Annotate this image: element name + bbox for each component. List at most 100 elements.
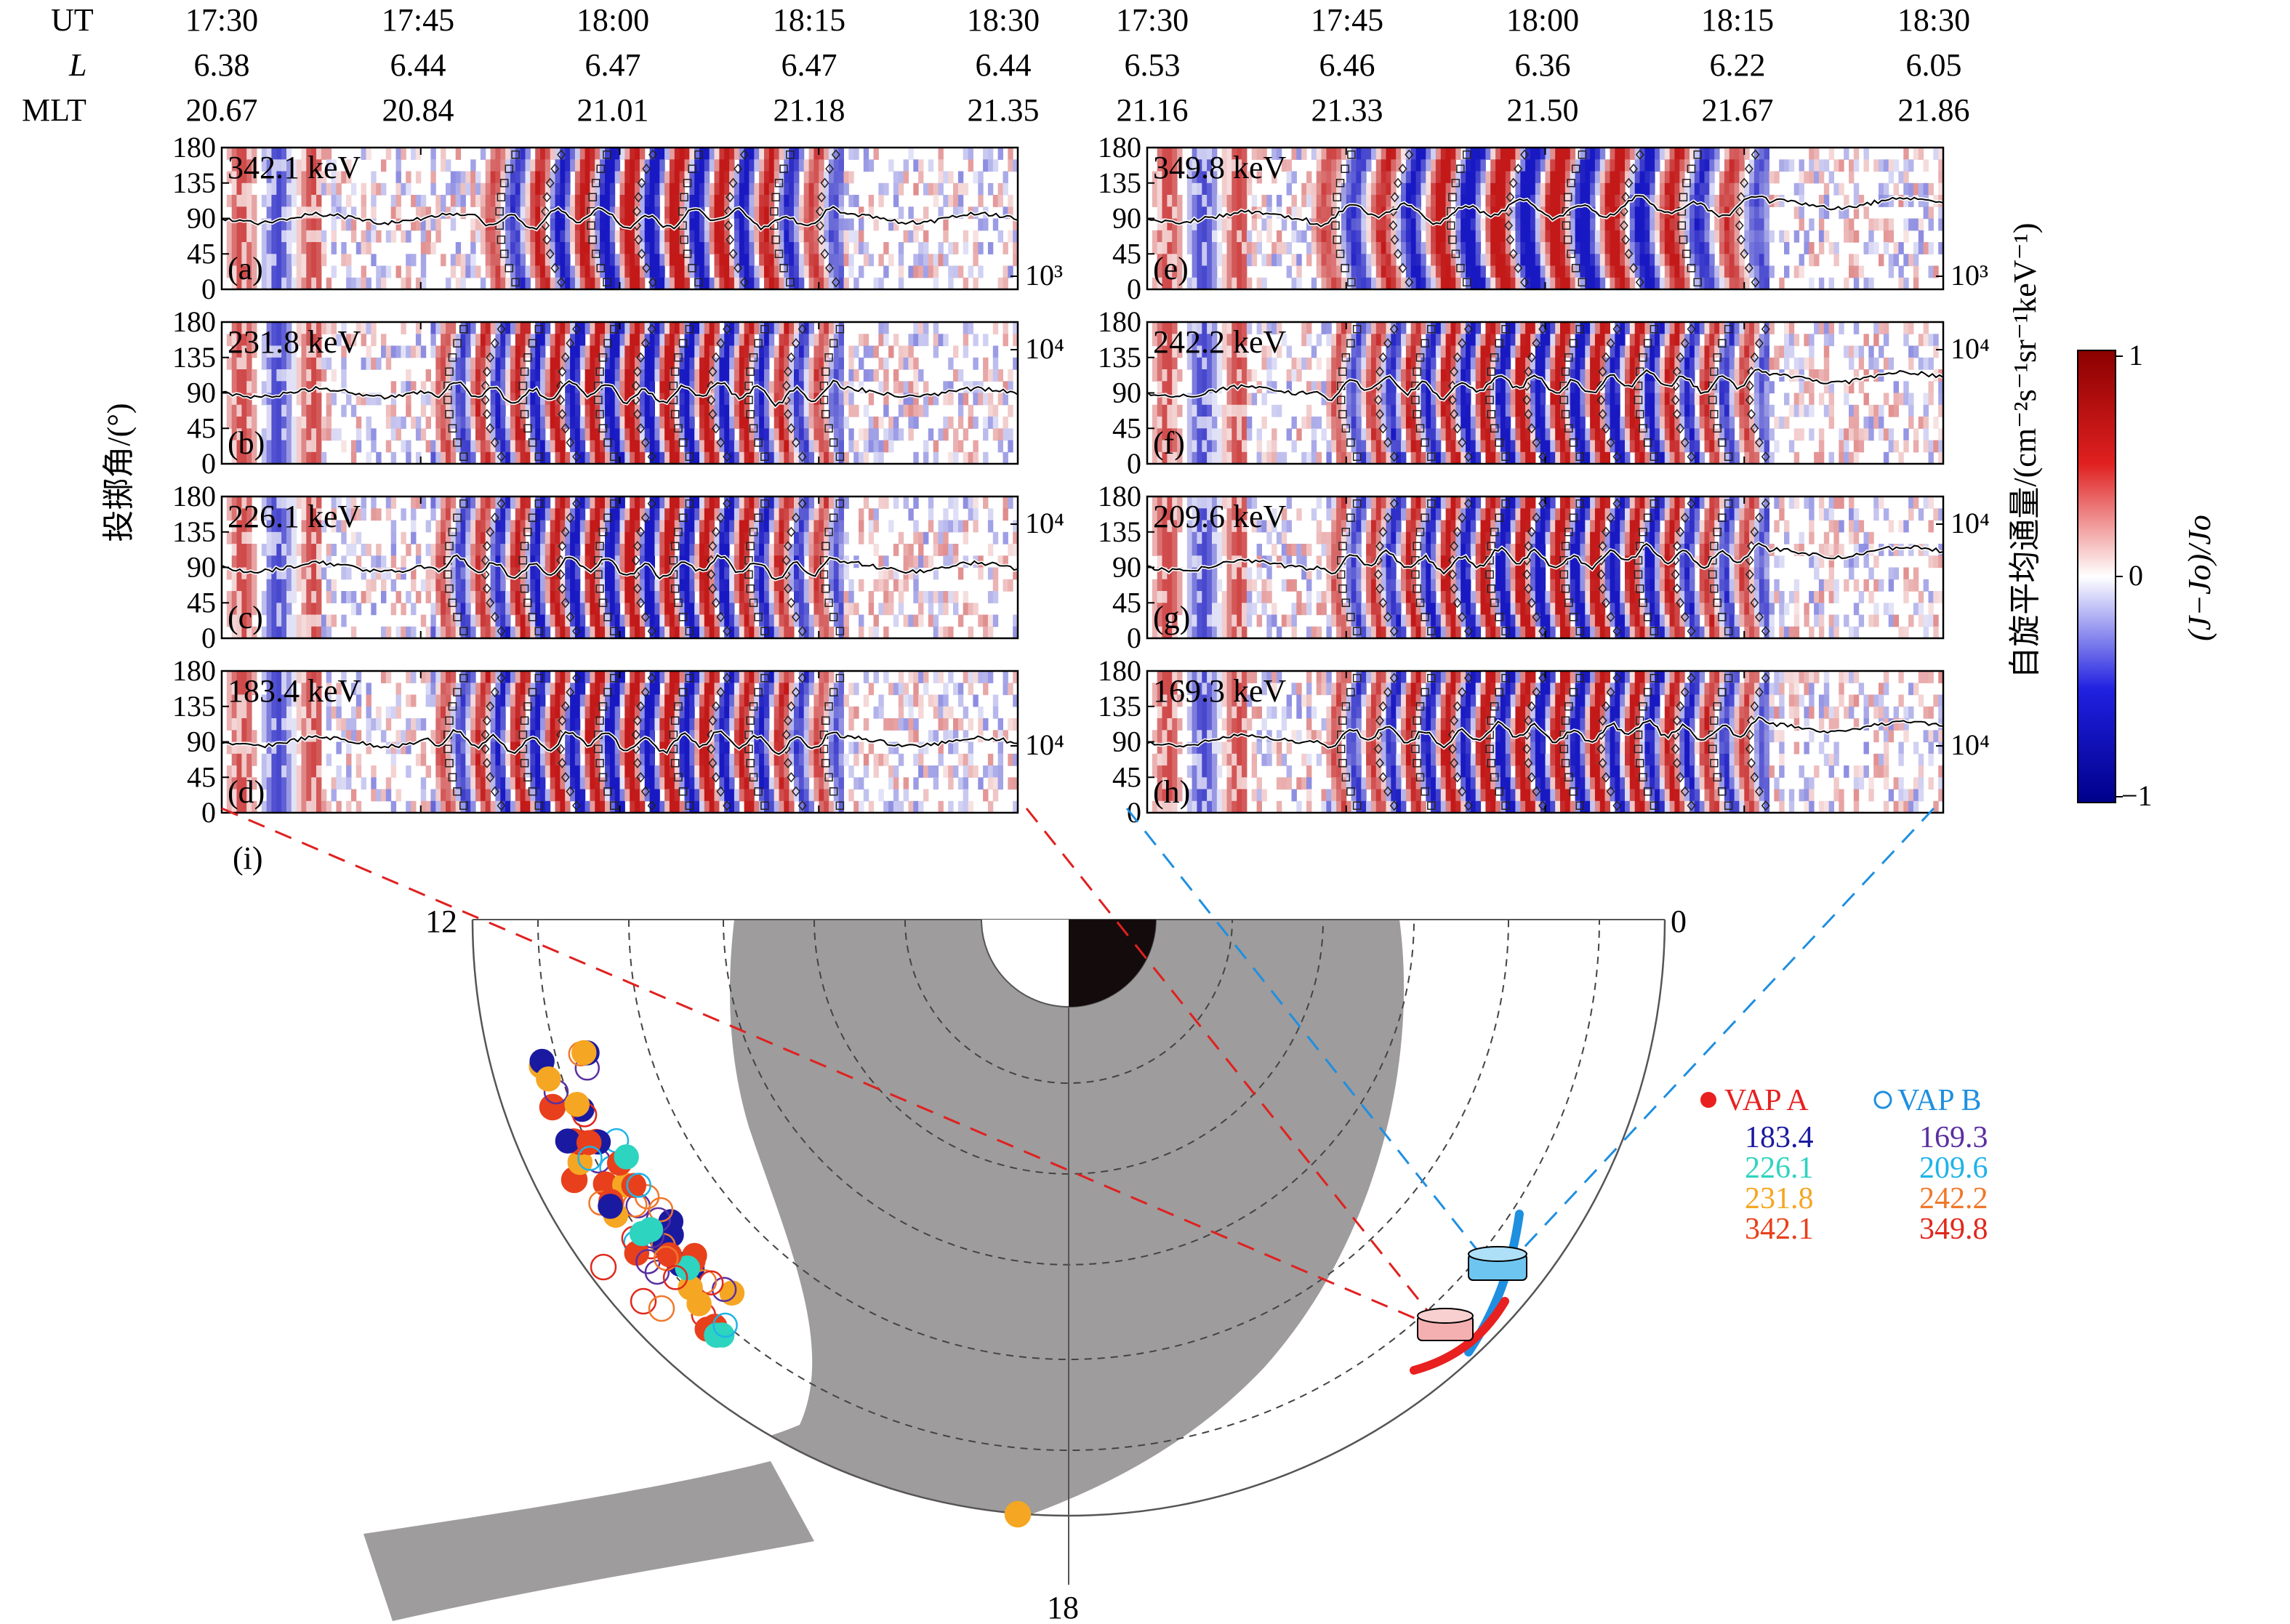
y-tick-label: 45 bbox=[1112, 586, 1141, 619]
particle-markers bbox=[529, 1040, 1032, 1528]
vap-a-energy-label: 231.8 bbox=[1745, 1182, 1814, 1215]
colorbar-label: (J−Jo)/Jo bbox=[2182, 515, 2217, 641]
y-tick-label: 180 bbox=[1098, 480, 1141, 512]
header-left-value: 21.35 bbox=[968, 92, 1040, 128]
particle-marker bbox=[571, 1040, 597, 1066]
particle-marker bbox=[704, 1322, 729, 1348]
vap-b-spacecraft-icon bbox=[1468, 1246, 1527, 1281]
colorbar: 1 0 −1 (J−Jo)/Jo bbox=[2077, 339, 2217, 812]
y-tick-label: 90 bbox=[1112, 551, 1141, 584]
y-tick-label: 90 bbox=[187, 202, 216, 235]
vap-a-spacecraft-icon bbox=[1417, 1308, 1474, 1341]
y-tick-label: 180 bbox=[1098, 305, 1141, 338]
flux-tick-label: 10³ bbox=[1025, 259, 1063, 292]
y-tick-label: 90 bbox=[1112, 377, 1141, 409]
header-right-value: 6.46 bbox=[1319, 47, 1375, 83]
y-tick-label: 90 bbox=[187, 725, 216, 758]
vap-b-energy-label: 209.6 bbox=[1919, 1151, 1988, 1185]
flux-tick-label: 10⁴ bbox=[1950, 507, 1990, 539]
header-right-value: 6.05 bbox=[1906, 47, 1962, 83]
y-axis-label: 投掷角/(°) bbox=[101, 403, 137, 542]
header-right-value: 18:00 bbox=[1506, 2, 1579, 38]
panel-energy-label: 242.2 keV bbox=[1153, 324, 1287, 360]
y-tick-label: 135 bbox=[1098, 515, 1141, 548]
header-left-value: 20.84 bbox=[382, 92, 454, 128]
y-tick-label: 180 bbox=[172, 654, 216, 687]
shaded-region-tail bbox=[363, 1461, 814, 1621]
panel-letter: (a) bbox=[228, 251, 263, 286]
y-tick-label: 180 bbox=[1098, 654, 1141, 687]
header-right-value: 6.22 bbox=[1710, 47, 1766, 83]
panel-energy-label: 209.6 keV bbox=[1153, 499, 1287, 534]
panel-letter: (h) bbox=[1153, 774, 1190, 810]
particle-marker bbox=[590, 1253, 617, 1281]
header-left-value: 17:30 bbox=[185, 2, 258, 38]
y-tick-label: 180 bbox=[172, 305, 216, 338]
header-right-value: 21.86 bbox=[1898, 92, 1970, 128]
header-right-value: 6.53 bbox=[1125, 47, 1181, 83]
particle-marker bbox=[539, 1093, 566, 1121]
particle-marker bbox=[648, 1295, 675, 1322]
vap-a-legend-marker bbox=[1700, 1092, 1716, 1108]
flux-axis-label: 自旋平均通量/(cm⁻²s⁻¹sr⁻¹keV⁻¹) bbox=[2007, 222, 2043, 678]
header-left-value: 17:45 bbox=[382, 2, 454, 38]
particle-marker bbox=[630, 1287, 657, 1315]
shaded-region bbox=[473, 920, 1405, 1516]
header-left-value: 6.47 bbox=[585, 47, 641, 83]
header-right-value: 17:45 bbox=[1311, 2, 1383, 38]
panel-energy-label: 342.1 keV bbox=[228, 150, 361, 185]
mlt-label-midnight: 0 bbox=[1671, 904, 1687, 939]
y-tick-label: 180 bbox=[172, 480, 216, 512]
header-left-value: 6.47 bbox=[782, 47, 837, 83]
particle-marker bbox=[621, 1173, 647, 1199]
header-left-value: 21.01 bbox=[577, 92, 649, 128]
colorbar-tick-mid: 0 bbox=[2129, 559, 2143, 592]
y-tick-label: 135 bbox=[172, 166, 216, 199]
panel-letter: (b) bbox=[228, 425, 265, 461]
y-tick-label: 90 bbox=[187, 551, 216, 584]
vap-a-energy-label: 183.4 bbox=[1745, 1121, 1814, 1154]
colorbar-gradient bbox=[2077, 350, 2116, 803]
header-left-value: 18:30 bbox=[967, 2, 1040, 38]
y-tick-label: 45 bbox=[187, 411, 216, 444]
flux-tick-label: 10³ bbox=[1950, 259, 1988, 292]
y-tick-label: 180 bbox=[1098, 131, 1141, 164]
y-tick-label: 45 bbox=[1112, 760, 1141, 793]
y-tick-label: 0 bbox=[201, 273, 216, 305]
particle-marker bbox=[712, 1312, 738, 1338]
panel-letter: (f) bbox=[1153, 425, 1185, 461]
panel-energy-label: 169.3 keV bbox=[1153, 673, 1287, 709]
y-tick-label: 135 bbox=[172, 341, 216, 374]
panel-energy-label: 231.8 keV bbox=[228, 324, 361, 360]
mlt-label-dusk: 18 bbox=[1047, 1590, 1079, 1624]
header-left-value: 21.18 bbox=[774, 92, 845, 128]
earth-nightside bbox=[1069, 920, 1156, 1007]
panel-letter: (e) bbox=[1153, 251, 1189, 286]
colorbar-tick-top: 1 bbox=[2129, 339, 2143, 371]
header-left-value: 18:00 bbox=[576, 2, 649, 38]
y-tick-label: 45 bbox=[1112, 411, 1141, 444]
particle-marker bbox=[614, 1144, 639, 1170]
particle-marker bbox=[598, 1194, 623, 1219]
particle-marker bbox=[656, 1242, 683, 1268]
vap-b-energy-label: 169.3 bbox=[1919, 1121, 1988, 1154]
header-left-value: 18:15 bbox=[773, 2, 845, 38]
particle-marker bbox=[662, 1265, 688, 1290]
vap-b-energy-label: 349.8 bbox=[1919, 1213, 1988, 1246]
panel-letter: (d) bbox=[228, 774, 265, 810]
y-tick-label: 135 bbox=[1098, 166, 1141, 199]
particle-marker bbox=[626, 1173, 651, 1198]
vap-a-legend-label: VAP A bbox=[1724, 1084, 1809, 1117]
panel-energy-label: 226.1 keV bbox=[228, 499, 361, 534]
y-tick-label: 135 bbox=[1098, 341, 1141, 374]
flux-tick-label: 10⁴ bbox=[1025, 507, 1064, 539]
particle-marker bbox=[1004, 1500, 1032, 1528]
